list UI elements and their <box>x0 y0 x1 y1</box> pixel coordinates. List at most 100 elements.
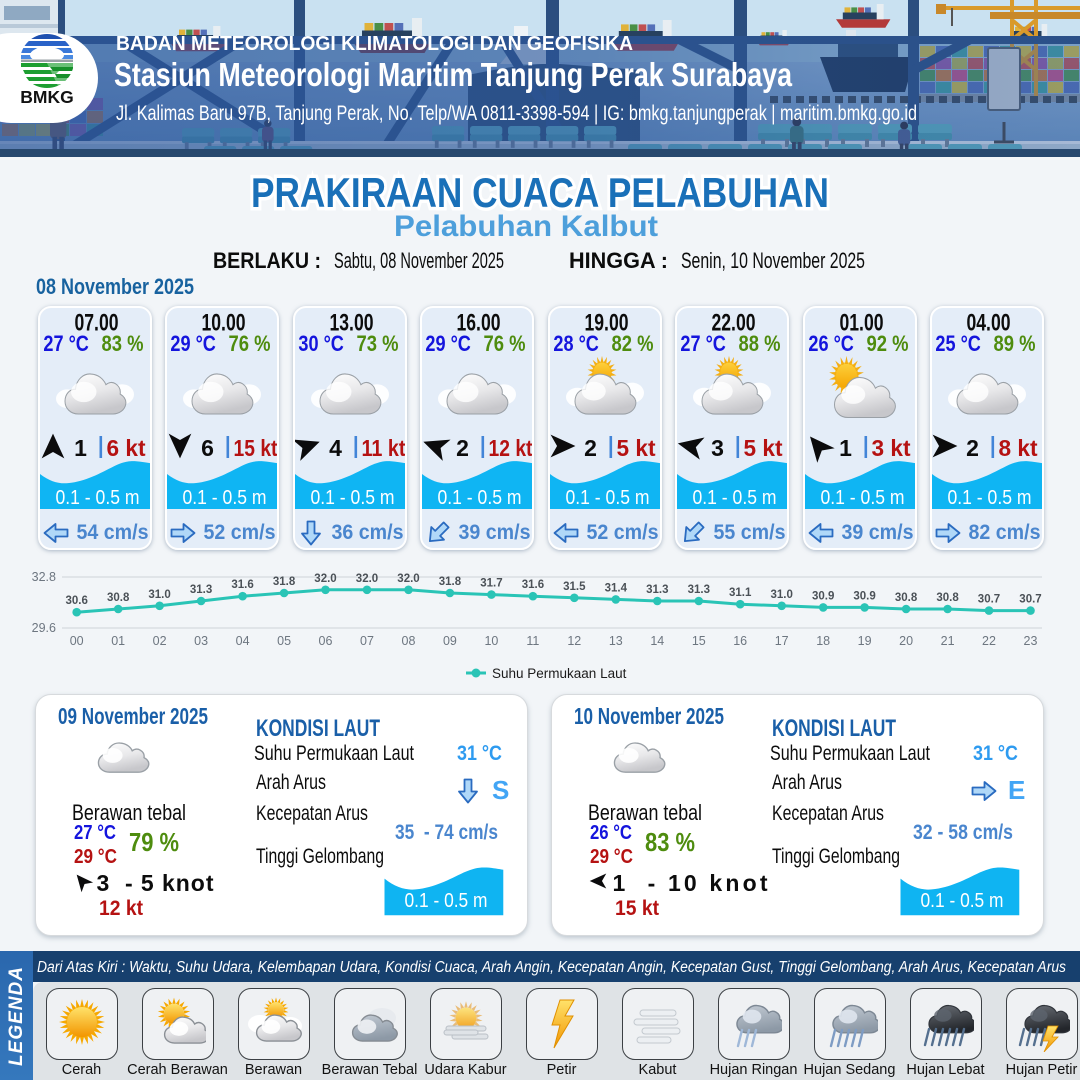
svg-text:30.7: 30.7 <box>1019 594 1041 606</box>
svg-text:3 - 5 knot: 3 - 5 knot <box>97 870 214 896</box>
svg-text:12: 12 <box>567 634 581 648</box>
svg-text:0.1 - 0.5 m: 0.1 - 0.5 m <box>405 889 488 912</box>
svg-text:5 kt: 5 kt <box>744 435 783 461</box>
svg-text:BERLAKU :: BERLAKU : <box>213 248 321 273</box>
svg-text:HINGGA :: HINGGA : <box>569 248 668 273</box>
svg-text:16: 16 <box>733 634 747 648</box>
svg-text:Dari Atas Kiri : Waktu, Suhu U: Dari Atas Kiri : Waktu, Suhu Udara, Kele… <box>37 959 1066 976</box>
svg-text:1 - 10 knot: 1 - 10 knot <box>613 870 768 896</box>
svg-text:10: 10 <box>484 634 498 648</box>
svg-text:BMKG: BMKG <box>20 87 73 107</box>
svg-text:09: 09 <box>443 634 457 648</box>
svg-text:82 cm/s: 82 cm/s <box>969 521 1041 544</box>
svg-text:Senin, 10 November 2025: Senin, 10 November 2025 <box>681 248 865 273</box>
svg-text:01.00: 01.00 <box>839 310 883 337</box>
svg-text:31.0: 31.0 <box>771 589 793 601</box>
svg-text:31.3: 31.3 <box>190 584 212 596</box>
svg-text:19.00: 19.00 <box>584 310 628 337</box>
svg-text:22: 22 <box>982 634 996 648</box>
svg-text:28 °C: 28 °C <box>553 331 599 356</box>
svg-text:52 cm/s: 52 cm/s <box>204 521 276 544</box>
svg-text:0.1 - 0.5 m: 0.1 - 0.5 m <box>438 486 522 509</box>
svg-text:06: 06 <box>319 634 333 648</box>
svg-text:76 %: 76 % <box>484 331 526 356</box>
svg-text:0.1 - 0.5 m: 0.1 - 0.5 m <box>921 889 1004 912</box>
svg-text:13: 13 <box>609 634 623 648</box>
svg-text:32.8: 32.8 <box>32 570 56 584</box>
svg-text:89 %: 89 % <box>994 331 1036 356</box>
svg-text:30 °C: 30 °C <box>298 331 344 356</box>
svg-text:31.0: 31.0 <box>148 589 170 601</box>
svg-text:26 °C: 26 °C <box>590 822 632 844</box>
svg-text:KONDISI LAUT: KONDISI LAUT <box>256 715 380 742</box>
svg-text:Suhu Permukaan Laut: Suhu Permukaan Laut <box>770 742 930 765</box>
svg-text:Sabtu, 08 November 2025: Sabtu, 08 November 2025 <box>334 248 504 273</box>
svg-text:S: S <box>492 775 509 805</box>
svg-text:E: E <box>1008 775 1025 805</box>
svg-text:Pelabuhan Kalbut: Pelabuhan Kalbut <box>394 210 658 243</box>
svg-text:12 kt: 12 kt <box>489 435 533 461</box>
svg-text:31.5: 31.5 <box>563 581 586 593</box>
svg-text:31.4: 31.4 <box>605 582 628 594</box>
svg-text:08 November 2025: 08 November 2025 <box>36 274 194 299</box>
svg-text:14: 14 <box>650 634 664 648</box>
svg-text:09 November 2025: 09 November 2025 <box>58 703 208 729</box>
svg-text:16.00: 16.00 <box>457 310 501 337</box>
svg-text:07.00: 07.00 <box>74 310 118 337</box>
svg-text:KONDISI LAUT: KONDISI LAUT <box>772 715 896 742</box>
svg-text:26 °C: 26 °C <box>808 331 854 356</box>
svg-text:29 °C: 29 °C <box>74 846 117 868</box>
svg-text:04.00: 04.00 <box>967 310 1011 337</box>
svg-text:92 %: 92 % <box>866 331 908 356</box>
svg-text:22.00: 22.00 <box>712 310 756 337</box>
svg-text:31.7: 31.7 <box>480 578 502 590</box>
svg-text:29 °C: 29 °C <box>425 331 471 356</box>
svg-text:13.00: 13.00 <box>329 310 373 337</box>
svg-text:19: 19 <box>858 634 872 648</box>
svg-text:0.1 - 0.5 m: 0.1 - 0.5 m <box>820 486 904 509</box>
svg-text:27 °C: 27 °C <box>74 822 116 844</box>
svg-text:Tinggi Gelombang: Tinggi Gelombang <box>772 845 900 868</box>
svg-text:76 %: 76 % <box>229 331 271 356</box>
svg-text:0.1 - 0.5 m: 0.1 - 0.5 m <box>310 486 394 509</box>
svg-text:00: 00 <box>70 634 84 648</box>
svg-text:25 °C: 25 °C <box>935 331 981 356</box>
svg-text:15 kt: 15 kt <box>615 897 659 920</box>
svg-text:30.8: 30.8 <box>107 592 130 604</box>
svg-text:54 cm/s: 54 cm/s <box>76 521 148 544</box>
svg-text:20: 20 <box>899 634 913 648</box>
svg-text:0.1 - 0.5 m: 0.1 - 0.5 m <box>948 486 1032 509</box>
svg-text:29 °C: 29 °C <box>590 846 633 868</box>
svg-text:39 cm/s: 39 cm/s <box>841 521 913 544</box>
svg-text:Kecepatan Arus: Kecepatan Arus <box>256 802 368 825</box>
svg-text:11: 11 <box>526 634 539 648</box>
svg-text:0.1 - 0.5 m: 0.1 - 0.5 m <box>565 486 649 509</box>
svg-text:2: 2 <box>966 435 979 461</box>
svg-text:6 kt: 6 kt <box>106 435 145 461</box>
svg-text:01: 01 <box>111 634 125 648</box>
svg-text:31.8: 31.8 <box>273 576 296 588</box>
svg-text:18: 18 <box>816 634 830 648</box>
svg-text:08: 08 <box>402 634 416 648</box>
svg-text:BADAN METEOROLOGI KLIMATOLOGI: BADAN METEOROLOGI KLIMATOLOGI DAN GEOFIS… <box>116 33 633 55</box>
svg-text:12 kt: 12 kt <box>99 897 143 920</box>
svg-text:15 kt: 15 kt <box>234 435 278 461</box>
svg-text:1: 1 <box>74 435 87 461</box>
svg-text:Arah Arus: Arah Arus <box>256 771 326 794</box>
svg-text:32.0: 32.0 <box>314 573 336 585</box>
svg-text:32 - 58 cm/s: 32 - 58 cm/s <box>913 821 1013 844</box>
svg-text:8 kt: 8 kt <box>999 435 1038 461</box>
svg-text:31.6: 31.6 <box>231 579 253 591</box>
svg-text:30.8: 30.8 <box>936 592 959 604</box>
svg-text:2: 2 <box>456 435 469 461</box>
svg-text:31.1: 31.1 <box>729 587 752 599</box>
svg-text:21: 21 <box>941 634 955 648</box>
svg-text:82 %: 82 % <box>611 331 653 356</box>
svg-text:30.8: 30.8 <box>895 592 918 604</box>
svg-text:0.1 - 0.5 m: 0.1 - 0.5 m <box>55 486 139 509</box>
svg-text:3 kt: 3 kt <box>871 435 910 461</box>
svg-text:02: 02 <box>153 634 167 648</box>
svg-text:4: 4 <box>329 435 342 461</box>
svg-text:5 kt: 5 kt <box>616 435 655 461</box>
svg-text:Jl. Kalimas Baru 97B, Tanjung: Jl. Kalimas Baru 97B, Tanjung Perak, No.… <box>116 102 917 125</box>
